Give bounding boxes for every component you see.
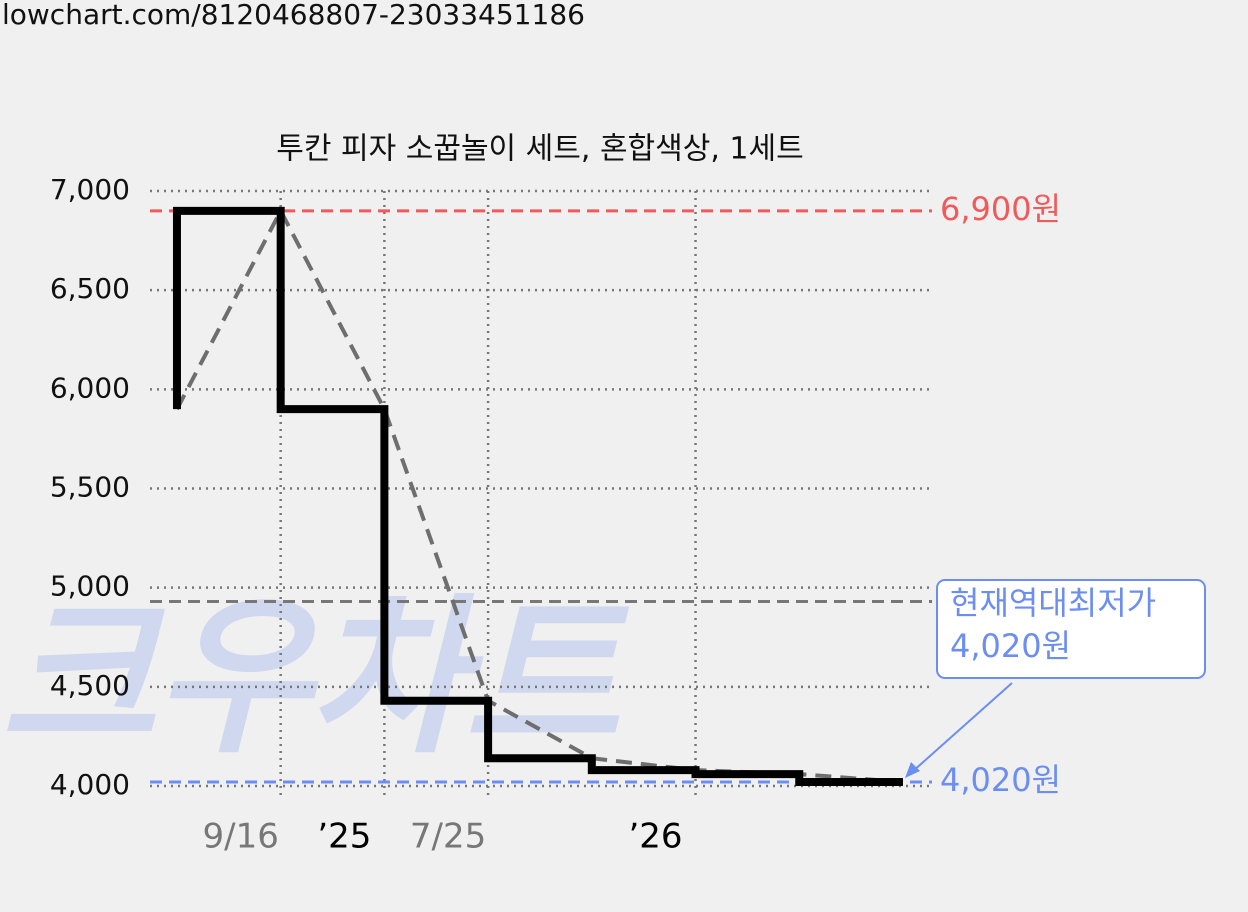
y-tick-label: 6,500 xyxy=(50,272,130,305)
x-tick-label: ’25 xyxy=(317,817,371,857)
reference-label: 6,900원 xyxy=(940,190,1061,228)
reference-label: 4,020원 xyxy=(940,761,1061,799)
watermark: 크우차트 xyxy=(0,579,630,777)
chart-title: 투칸 피자 소꿉놀이 세트, 혼합색상, 1세트 xyxy=(276,132,803,167)
annotation-box xyxy=(936,579,1206,679)
annotation-arrowhead xyxy=(905,762,920,778)
y-tick-label: 5,000 xyxy=(50,570,130,603)
x-tick-label: ’26 xyxy=(628,817,682,857)
annotation-arrow xyxy=(911,682,1013,773)
price-step-line xyxy=(172,206,903,787)
annotation-text: 현재역대최저가 xyxy=(950,584,1156,622)
y-tick-label: 6,000 xyxy=(50,371,130,404)
trend-line xyxy=(175,206,904,785)
y-tick-label: 4,500 xyxy=(50,669,130,702)
url: lowchart.com/8120468807-23033451186 xyxy=(2,0,585,31)
y-tick-label: 5,500 xyxy=(50,471,130,504)
annotation-text: 4,020원 xyxy=(950,627,1071,665)
x-tick-label: 9/16 xyxy=(202,817,278,857)
x-tick-label: 7/25 xyxy=(410,817,486,857)
y-tick-label: 7,000 xyxy=(50,173,130,206)
y-tick-label: 4,000 xyxy=(50,768,130,801)
